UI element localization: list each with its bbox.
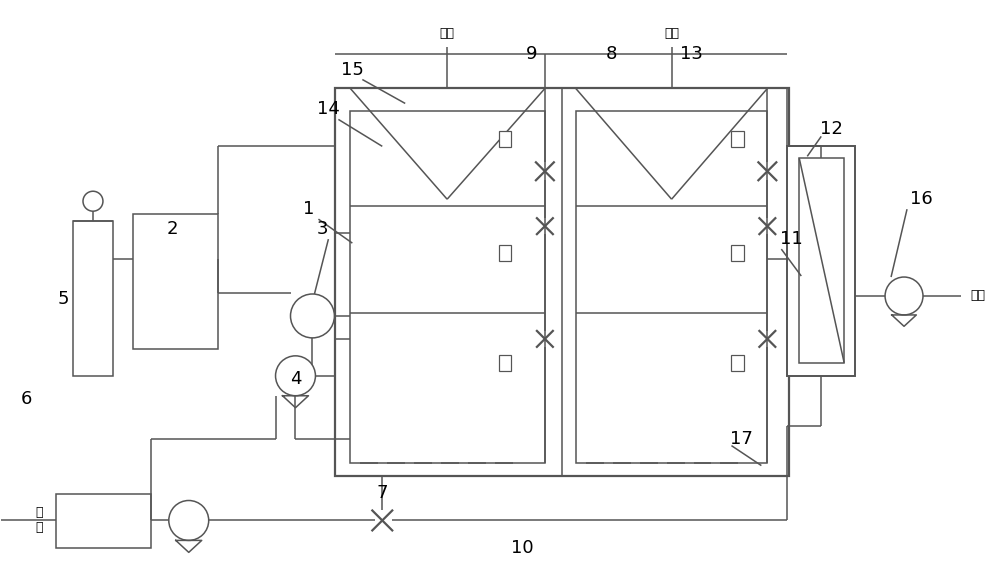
Bar: [799, 158, 844, 363]
Text: 11: 11: [780, 230, 803, 248]
Bar: [133, 214, 218, 349]
Circle shape: [276, 356, 315, 396]
Text: 10: 10: [511, 539, 533, 557]
Text: 7: 7: [377, 483, 388, 501]
Text: 4: 4: [290, 370, 301, 388]
Text: 14: 14: [317, 101, 340, 119]
Bar: [576, 112, 767, 462]
Text: 8: 8: [606, 45, 617, 63]
Text: 出水: 出水: [440, 27, 455, 40]
Circle shape: [169, 500, 209, 540]
Bar: [56, 493, 151, 548]
Bar: [731, 355, 744, 371]
Text: 5: 5: [57, 290, 69, 308]
Bar: [499, 245, 511, 261]
Text: 15: 15: [341, 60, 364, 78]
Circle shape: [291, 294, 334, 338]
Text: 13: 13: [680, 45, 703, 63]
Text: 17: 17: [730, 429, 753, 447]
Bar: [73, 221, 113, 376]
Text: 2: 2: [167, 220, 179, 238]
Circle shape: [885, 277, 923, 315]
Circle shape: [83, 191, 103, 211]
Bar: [499, 355, 511, 371]
Text: 进
水: 进 水: [35, 507, 43, 535]
Bar: [787, 146, 855, 376]
Text: 16: 16: [910, 190, 932, 208]
Text: 排气: 排气: [971, 289, 986, 303]
Bar: [499, 131, 511, 148]
Text: 1: 1: [303, 200, 314, 218]
Text: 9: 9: [526, 45, 538, 63]
Text: 出水: 出水: [664, 27, 679, 40]
Text: 3: 3: [317, 220, 328, 238]
Bar: [731, 131, 744, 148]
Text: 12: 12: [820, 120, 843, 138]
Bar: [731, 245, 744, 261]
Text: 6: 6: [20, 390, 32, 408]
Bar: [335, 88, 789, 476]
Bar: [350, 112, 545, 462]
